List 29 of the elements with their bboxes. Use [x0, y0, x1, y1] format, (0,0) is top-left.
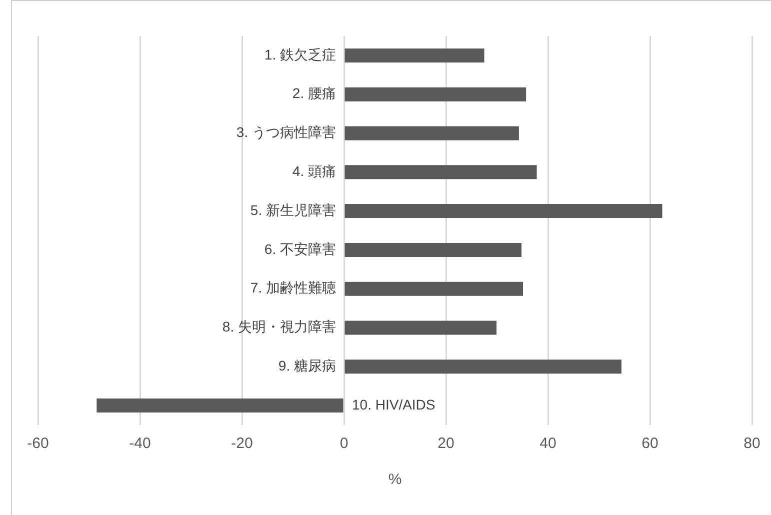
bar [344, 204, 662, 218]
bar [344, 360, 622, 374]
x-tick-label: 0 [340, 435, 348, 452]
y-tick-label: 3. うつ病性障害 [236, 124, 336, 140]
y-tick-label: 4. 頭痛 [292, 163, 336, 180]
x-tick-label: 80 [744, 435, 760, 452]
bar [344, 165, 537, 180]
bar [344, 320, 496, 335]
bar [344, 242, 522, 257]
y-tick-label: 9. 糖尿病 [278, 358, 336, 374]
x-tick-label: -20 [231, 435, 253, 452]
x-tick-label: 20 [438, 435, 454, 452]
x-axis-title: % [388, 471, 402, 488]
x-tick-label: 60 [642, 435, 658, 452]
y-tick-label: 5. 新生児障害 [250, 202, 336, 218]
bar [344, 282, 524, 296]
y-tick-label: 2. 腰痛 [292, 85, 336, 102]
x-tick-label: -40 [129, 435, 151, 452]
y-tick-label: 8. 失明・視力障害 [222, 318, 336, 335]
x-tick-label: 40 [540, 435, 556, 452]
bar [96, 398, 344, 413]
y-tick-label: 6. 不安障害 [264, 240, 336, 257]
bar [344, 87, 526, 102]
x-tick-label: -60 [27, 435, 49, 452]
y-tick-label: 1. 鉄欠乏症 [264, 46, 336, 62]
y-tick-label: 7. 加齢性難聴 [250, 280, 336, 296]
bar [344, 126, 519, 140]
y-tick-label: 10. HIV/AIDS [352, 396, 436, 412]
bar [344, 48, 484, 62]
